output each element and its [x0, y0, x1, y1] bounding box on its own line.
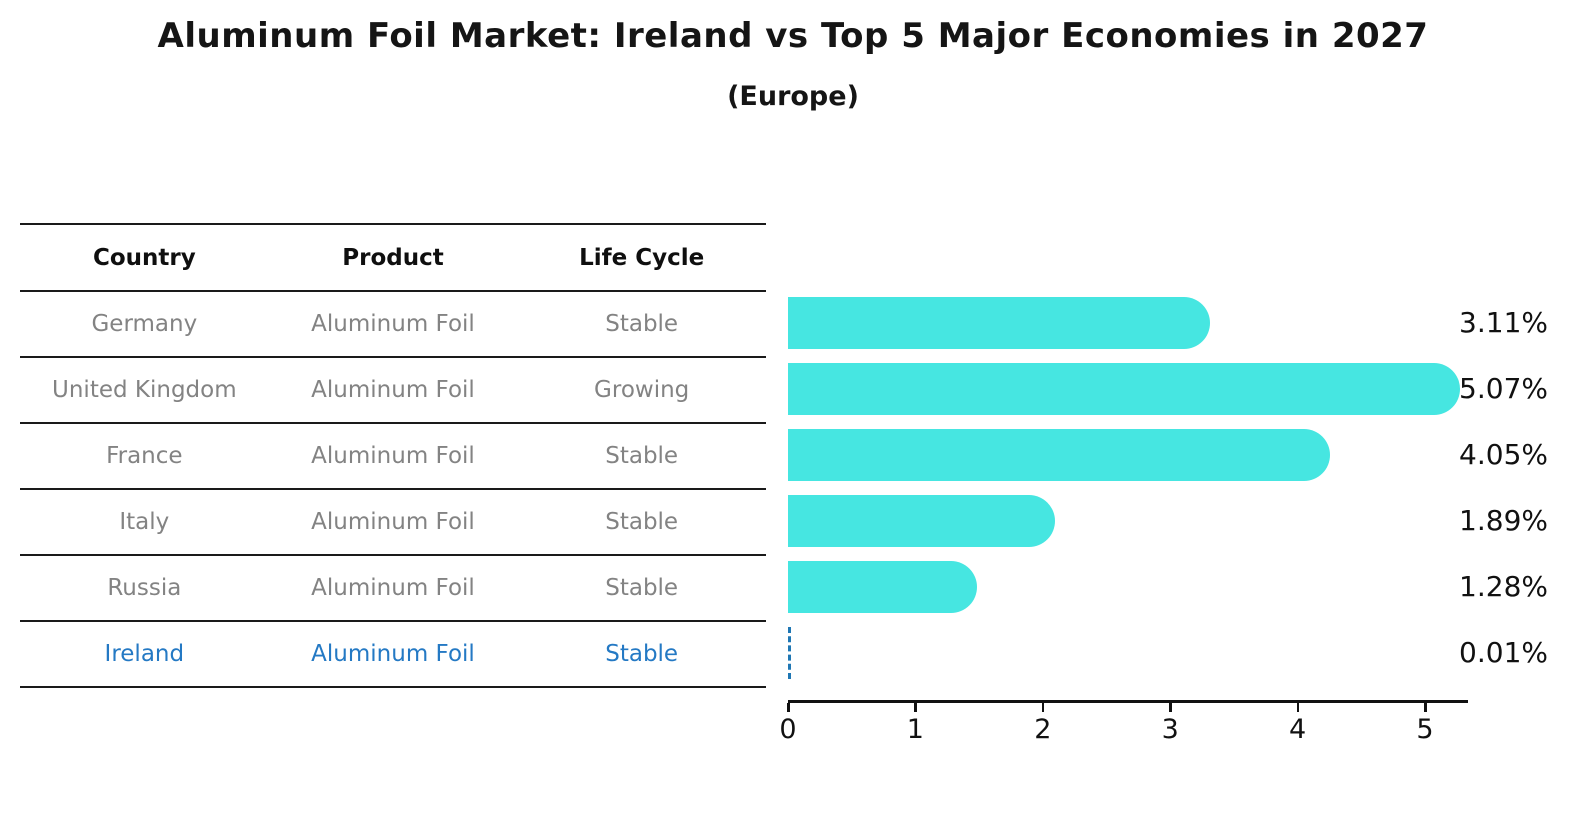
cell-product: Aluminum Foil [311, 443, 475, 469]
chart-subtitle: (Europe) [727, 81, 859, 112]
cell-life-cycle: Stable [605, 641, 679, 667]
cell-country: Russia [107, 575, 182, 601]
table-row-ireland: Ireland Aluminum Foil Stable [20, 620, 766, 686]
cell-country: Italy [119, 509, 170, 535]
value-label-russia: 1.28% [1459, 570, 1548, 603]
value-label-germany: 3.11% [1459, 306, 1548, 339]
column-header-life-cycle: Life Cycle [579, 244, 705, 271]
x-axis-tick-1 [914, 703, 917, 712]
x-axis-tick-4 [1296, 703, 1300, 712]
value-label-france: 4.05% [1459, 438, 1548, 471]
cell-product: Aluminum Foil [311, 641, 475, 667]
cell-country: Ireland [104, 641, 185, 667]
x-axis-tick-label-4: 4 [1289, 714, 1307, 745]
x-axis-tick-label-3: 3 [1161, 714, 1179, 745]
table-header-row: Country Product Life Cycle [20, 223, 766, 290]
x-axis-tick-label-0: 0 [779, 714, 797, 745]
cell-product: Aluminum Foil [311, 509, 475, 535]
x-axis-tick-3 [1169, 703, 1172, 712]
cell-life-cycle: Stable [605, 575, 679, 601]
cell-product: Aluminum Foil [311, 377, 475, 403]
value-label-ireland: 0.01% [1459, 636, 1548, 669]
x-axis-tick-label-1: 1 [906, 714, 924, 745]
bar-france [788, 429, 1330, 481]
x-axis-tick-5 [1424, 703, 1427, 712]
cell-country: United Kingdom [52, 377, 237, 403]
table-row-united-kingdom: United Kingdom Aluminum Foil Growing [20, 356, 766, 422]
cell-life-cycle: Stable [605, 443, 679, 469]
cell-life-cycle: Stable [605, 509, 679, 535]
column-header-country: Country [92, 244, 196, 271]
column-header-product: Product [342, 244, 444, 271]
x-axis-tick-label-5: 5 [1416, 714, 1434, 745]
x-axis-line [788, 700, 1468, 703]
bar-united-kingdom [788, 363, 1460, 415]
bar-russia [788, 561, 978, 613]
bar-ireland [788, 627, 791, 679]
cell-country: France [106, 443, 183, 469]
cell-country: Germany [91, 311, 198, 337]
table-row-russia: Russia Aluminum Foil Stable [20, 554, 766, 620]
cell-product: Aluminum Foil [311, 575, 475, 601]
bar-italy [788, 495, 1055, 547]
value-label-italy: 1.89% [1459, 504, 1548, 537]
value-label-united-kingdom: 5.07% [1459, 372, 1548, 405]
table-row-germany: Germany Aluminum Foil Stable [20, 290, 766, 356]
x-axis-tick-label-2: 2 [1034, 714, 1052, 745]
chart-title: Aluminum Foil Market: Ireland vs Top 5 M… [157, 16, 1429, 56]
cell-life-cycle: Growing [594, 377, 690, 403]
country-table: Country Product Life Cycle Germany Aluminum … [20, 223, 766, 688]
table-row-italy: Italy Aluminum Foil Stable [20, 488, 766, 554]
x-axis-tick-2 [1041, 703, 1045, 712]
table-row-france: France Aluminum Foil Stable [20, 422, 766, 488]
cell-life-cycle: Stable [605, 311, 679, 337]
cell-product: Aluminum Foil [311, 311, 475, 337]
x-axis-tick-0 [787, 703, 790, 712]
bar-germany [788, 297, 1211, 349]
